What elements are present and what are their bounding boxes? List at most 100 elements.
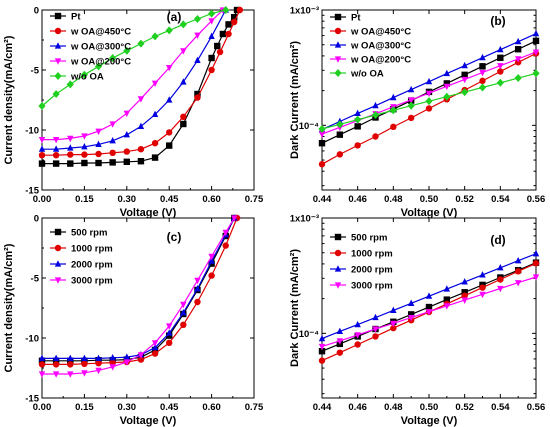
- panel-a-data-point: [67, 135, 74, 143]
- panel-a-data-point: [194, 90, 201, 98]
- panel-b-data-point: [514, 46, 522, 53]
- panel-c-data-point: [151, 340, 159, 347]
- panel-a-data-point: [208, 54, 215, 62]
- panel-a-data-point: [180, 78, 187, 85]
- panel-d-data-point: [461, 289, 468, 296]
- panel-c-data-point: [208, 272, 215, 279]
- panel-c-data-point: [180, 309, 187, 316]
- panel-a-data-point: [214, 42, 221, 50]
- panel-c-chart: (c): [167, 230, 182, 244]
- panel-d-xtick-label: 0.44: [313, 402, 332, 413]
- panel-a-data-point: [179, 20, 187, 29]
- panel-a-data-point: [109, 149, 116, 156]
- panel-d-data-point: [532, 260, 540, 267]
- panel-a-legend-marker: [54, 72, 62, 80]
- panel-c-data-point: [137, 356, 145, 363]
- panel-d-legend-marker: [334, 249, 342, 257]
- panel-a-data-point: [151, 32, 159, 41]
- panel-b-data-point: [497, 63, 504, 70]
- panel-a-data-point: [151, 154, 159, 161]
- panel-a-series-line: [42, 9, 227, 150]
- panel-d-legend-label: 500 rpm: [351, 233, 387, 244]
- panel-d-data-point: [479, 271, 486, 278]
- panel-a-data-point: [208, 66, 215, 74]
- panel-b-data-point: [461, 61, 468, 69]
- panel-b-data-point: [336, 151, 344, 158]
- panel-b-data-point: [407, 85, 415, 93]
- panel-d-data-point: [461, 278, 468, 285]
- panel-d-data-point: [443, 296, 451, 303]
- panel-a-data-point: [80, 70, 88, 79]
- panel-c-x-axis-label: Voltage (V): [120, 415, 177, 427]
- panel-a-data-point: [137, 122, 145, 129]
- panel-a-data-point: [208, 32, 215, 39]
- panel-b-series-4: [318, 69, 540, 133]
- panel-a-xtick-label: 0.45: [160, 194, 179, 205]
- panel-b-xtick-label: 0.48: [384, 194, 403, 205]
- panel-a-data-point: [67, 160, 74, 167]
- panel-a-data-point: [194, 94, 201, 101]
- panel-a-y-axis-label: Current density(mA/cm²): [3, 35, 15, 164]
- panel-a-xtick-label: 0.75: [245, 194, 264, 205]
- panel-a-data-point: [123, 110, 130, 117]
- panel-d-legend-label: 2000 rpm: [351, 265, 393, 276]
- panel-b-data-point: [497, 68, 504, 75]
- panel-c-plot: 0.00 0.15 0.30 0.45 0.60 0.75 0 -5 -10 -15 Voltage…: [3, 214, 264, 427]
- panel-b-data-point: [354, 142, 361, 149]
- panel-c-data-point: [95, 367, 102, 375]
- panel-a-chart: (a): [167, 10, 182, 24]
- panel-c-data-point: [52, 354, 60, 361]
- panel-a-data-point: [166, 65, 173, 72]
- panel-b-data-point: [443, 83, 451, 91]
- panel-a-data-point: [52, 137, 60, 144]
- panel-c-data-point: [166, 323, 173, 330]
- panel-a-plot: 0.00 0.15 0.30 0.45 0.60 0.75 0 -5 -10 -15 Voltage…: [3, 6, 264, 220]
- panel-a-ytick-label: -10: [25, 126, 39, 137]
- panel-c-data-point: [208, 257, 215, 264]
- panel-d-data-point: [354, 332, 361, 339]
- panel-b-data-point: [514, 56, 522, 63]
- panel-b-data-point: [372, 101, 379, 109]
- panel-c-xtick-label: 0.15: [75, 402, 94, 413]
- panel-a-legend-marker: [54, 58, 62, 65]
- panel-a-data-point: [38, 145, 46, 152]
- panel-b-ytick-label: 10⁻⁴: [299, 121, 320, 132]
- panel-d-data-point: [318, 343, 326, 351]
- panel-b-data-point: [514, 37, 522, 45]
- panel-b-data-point: [407, 114, 415, 122]
- panel-a-data-point: [67, 151, 74, 158]
- panel-b-data-point: [479, 77, 486, 85]
- panel-c-data-point: [222, 242, 229, 249]
- panel-b-legend-label: w OA@300°C: [350, 41, 411, 52]
- panel-c-data-point: [109, 364, 116, 371]
- panel-b-data-point: [443, 92, 451, 101]
- panel-d-data-point: [318, 334, 326, 342]
- panel-d-data-point: [514, 268, 522, 275]
- panel-b-data-point: [532, 37, 540, 45]
- panel-a-series-line: [42, 9, 224, 141]
- panel-a-legend-label: w OA@200°C: [70, 57, 131, 68]
- panel-a-data-point: [137, 96, 145, 103]
- panel-d-data-point: [461, 297, 468, 304]
- panel-a-data-point: [94, 62, 103, 71]
- panel-d-data-point: [425, 309, 433, 316]
- panel-b-data-point: [318, 161, 326, 168]
- panel-a-data-point: [194, 56, 201, 63]
- panel-c-data-point: [95, 354, 102, 361]
- panel-a-data-point: [81, 159, 88, 167]
- panel-c-data-point: [109, 354, 116, 361]
- panel-b-plot: 0.44 0.46 0.48 0.50 0.52 0.54 0.56 1x10⁻³ 10⁻⁴ Vo…: [289, 6, 545, 220]
- panel-b-data-point: [407, 101, 415, 110]
- panel-d-data-point: [336, 327, 344, 334]
- panel-a-data-point: [151, 110, 159, 117]
- panel-d-data-point: [336, 338, 344, 345]
- panel-d-data-point: [354, 341, 361, 348]
- panel-b-data-point: [354, 109, 361, 116]
- panel-a-data-point: [52, 152, 60, 159]
- panel-a-data-point: [166, 142, 173, 149]
- panel-c-data-point: [194, 298, 201, 306]
- panel-d-data-point: [461, 292, 468, 299]
- panel-b-data-point: [497, 45, 504, 53]
- panel-a-data-point: [216, 48, 224, 56]
- panel-c-data-point: [81, 360, 88, 367]
